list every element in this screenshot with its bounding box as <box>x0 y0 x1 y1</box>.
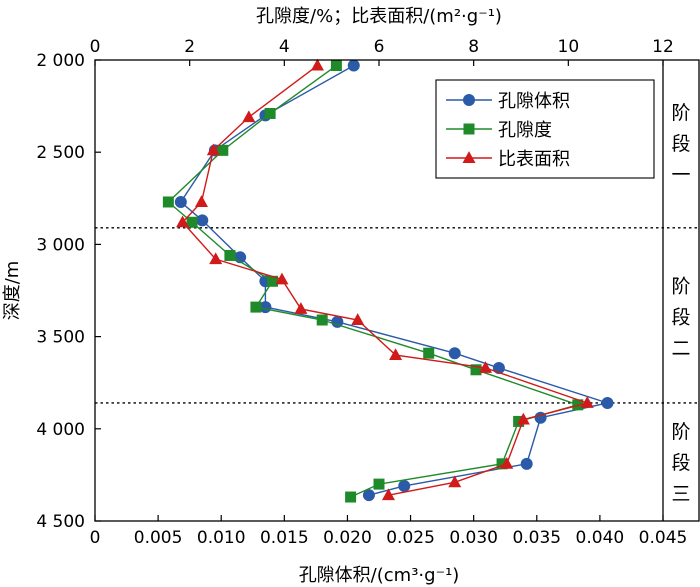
data-point-circle <box>174 195 187 208</box>
data-point-triangle <box>275 272 289 285</box>
data-point-square <box>267 275 278 287</box>
data-point-square <box>224 249 236 261</box>
data-point-triangle <box>516 412 530 425</box>
data-point-triangle <box>580 396 594 408</box>
bottom-axis-tick-label: 0.005 <box>134 528 183 548</box>
y-axis-title: 深度/m <box>2 261 23 321</box>
data-point-circle <box>347 59 360 72</box>
y-axis-tick-label: 3 000 <box>36 235 85 255</box>
top-axis-tick-label: 12 <box>652 37 674 57</box>
data-point-triangle <box>381 488 395 501</box>
data-point-square <box>423 347 435 359</box>
data-point-triangle <box>195 195 208 207</box>
data-point-triangle <box>242 110 256 123</box>
data-point-circle <box>398 479 411 492</box>
data-point-triangle <box>462 151 476 163</box>
data-point-square <box>162 196 174 208</box>
data-point-square <box>470 364 482 376</box>
data-point-square <box>330 60 342 72</box>
data-point-triangle <box>500 457 514 469</box>
data-point-triangle <box>448 475 462 488</box>
data-point-circle <box>463 94 475 106</box>
stage-label-char: 阶 <box>671 275 690 297</box>
data-point-circle <box>448 347 461 360</box>
data-point-triangle <box>206 143 220 156</box>
bottom-axis-tick-label: 0.030 <box>449 528 498 548</box>
data-point-square <box>186 216 198 228</box>
data-point-square <box>250 301 262 313</box>
data-point-circle <box>520 457 533 470</box>
series-line <box>167 64 581 498</box>
y-axis-tick-label: 2 500 <box>36 143 85 163</box>
data-point-triangle <box>176 215 190 228</box>
data-point-circle <box>362 489 375 502</box>
data-point-triangle <box>209 252 223 265</box>
top-axis-tick-label: 4 <box>279 37 290 57</box>
stage-label-char: 段 <box>671 306 690 328</box>
legend-entry: 孔隙度 <box>446 120 552 141</box>
stage-label-char: 阶 <box>671 421 690 443</box>
stage-label-char: 段 <box>671 452 690 474</box>
y-axis-tick-label: 4 500 <box>36 512 85 532</box>
legend-label: 比表面积 <box>498 149 570 170</box>
bottom-axis-title: 孔隙体积/(cm³·g⁻¹) <box>299 565 460 586</box>
y-axis-tick-label: 2 000 <box>36 51 85 71</box>
top-axis-tick-label: 6 <box>374 37 385 57</box>
data-series <box>162 58 614 503</box>
top-axis-title: 孔隙度/%；比表面积/(m²·g⁻¹) <box>256 6 502 27</box>
y-axis-tick-label: 4 000 <box>36 420 85 440</box>
data-point-square <box>496 458 508 470</box>
data-point-triangle <box>351 313 365 325</box>
stage-label-char: 三 <box>671 483 690 505</box>
legend-entry: 比表面积 <box>446 149 570 170</box>
plot-frame <box>94 59 700 522</box>
top-axis-tick-label: 0 <box>90 37 101 57</box>
stage-label-char: 二 <box>671 337 690 359</box>
data-point-triangle <box>389 348 403 360</box>
stage-label-char: 段 <box>671 133 690 155</box>
data-point-square <box>463 123 475 135</box>
series-line <box>181 64 590 496</box>
data-point-circle <box>196 214 209 227</box>
series-triangle <box>176 58 594 501</box>
series-line <box>179 64 611 496</box>
top-axis-tick-label: 8 <box>468 37 479 57</box>
legend-label: 孔隙体积 <box>498 91 570 112</box>
bottom-axis-tick-label: 0.040 <box>576 528 625 548</box>
data-point-triangle <box>310 58 324 71</box>
stage-boundary-lines <box>95 227 699 404</box>
legend-label: 孔隙度 <box>498 120 552 141</box>
data-point-square <box>345 491 357 503</box>
bottom-axis-tick-label: 0.020 <box>323 528 372 548</box>
data-point-triangle <box>479 361 492 373</box>
top-axis-tick-label: 2 <box>184 37 195 57</box>
legend-entry: 孔隙体积 <box>446 91 570 112</box>
top-axis-tick-label: 10 <box>558 37 580 57</box>
y-axis-tick-label: 3 500 <box>36 328 85 348</box>
data-point-triangle <box>294 302 308 314</box>
data-point-square <box>264 107 276 119</box>
bottom-axis-tick-label: 0.035 <box>512 528 561 548</box>
data-point-circle <box>331 315 344 328</box>
data-point-square <box>217 144 229 156</box>
bottom-axis-tick-label: 0 <box>90 528 101 548</box>
stage-label-char: 一 <box>671 164 690 186</box>
bottom-axis-tick-label: 0.025 <box>386 528 435 548</box>
bottom-axis-tick-label: 0.010 <box>197 528 246 548</box>
bottom-axis-tick-label: 0.045 <box>639 528 688 548</box>
data-point-circle <box>601 396 614 409</box>
bottom-axis-tick-label: 0.015 <box>260 528 309 548</box>
data-point-square <box>316 314 328 326</box>
data-point-square <box>373 478 385 490</box>
stage-label-char: 阶 <box>671 102 690 124</box>
axis-ticks: 0 2 4 6 8 10 12 0 0.005 0.010 0.015 0.020 0.025 0.030… <box>36 37 687 548</box>
